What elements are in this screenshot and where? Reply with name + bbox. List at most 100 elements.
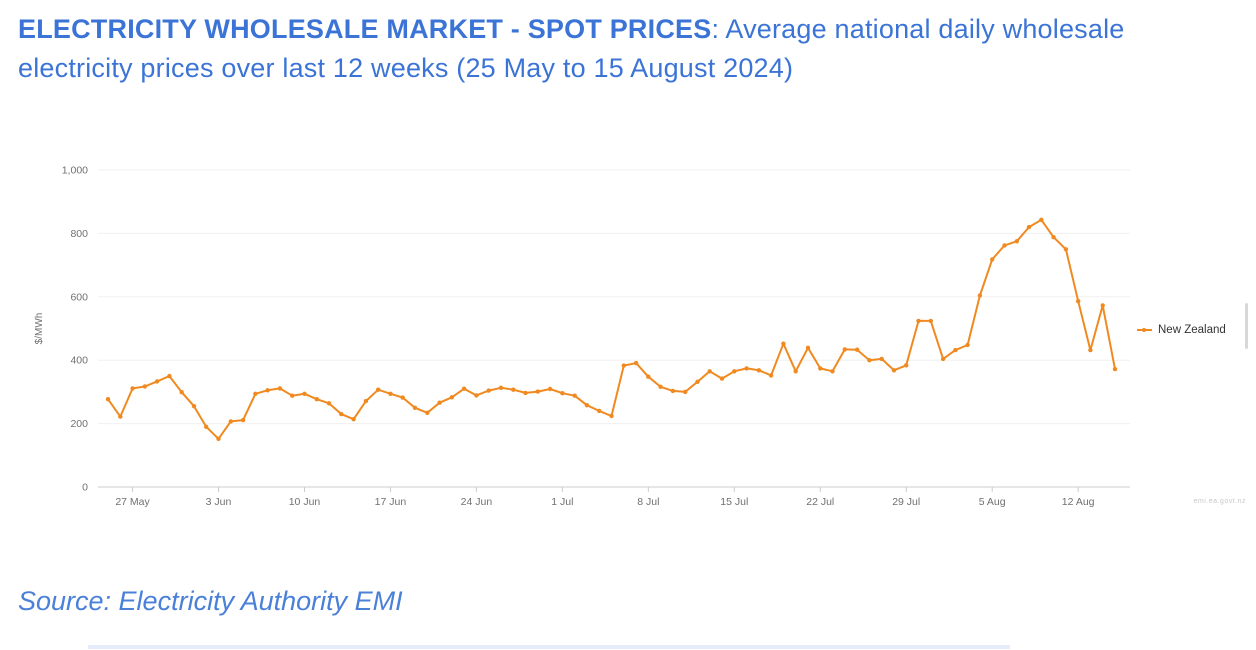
series-line-icon [1137, 328, 1152, 332]
data-point-marker[interactable] [388, 391, 393, 396]
data-point-marker[interactable] [658, 384, 663, 389]
y-tick-label: 600 [70, 291, 88, 303]
data-point-marker[interactable] [916, 318, 921, 324]
data-point-marker[interactable] [486, 388, 491, 393]
data-point-marker[interactable] [105, 397, 111, 402]
data-point-marker[interactable] [719, 376, 725, 381]
x-tick-label: 12 Aug [1062, 496, 1095, 508]
data-point-marker[interactable] [339, 411, 344, 417]
data-point-marker[interactable] [240, 417, 246, 423]
data-point-marker[interactable] [449, 395, 455, 400]
data-point-marker[interactable] [351, 417, 356, 422]
x-tick-label: 8 Jul [637, 496, 659, 508]
data-point-marker[interactable] [412, 405, 418, 410]
legend-item-new-zealand[interactable]: New Zealand [1137, 324, 1226, 336]
data-point-marker[interactable] [1076, 299, 1081, 304]
data-point-marker[interactable] [1100, 303, 1105, 308]
data-point-marker[interactable] [265, 388, 270, 393]
data-point-marker[interactable] [326, 401, 332, 406]
data-point-marker[interactable] [1039, 217, 1044, 222]
data-point-marker[interactable] [302, 391, 307, 396]
data-point-marker[interactable] [990, 257, 995, 262]
data-point-marker[interactable] [376, 387, 381, 392]
data-point-marker[interactable] [781, 341, 786, 346]
data-point-marker[interactable] [228, 419, 233, 424]
x-tick-label: 27 May [115, 496, 150, 508]
data-point-marker[interactable] [646, 374, 651, 379]
data-point-marker[interactable] [253, 391, 258, 396]
data-point-marker[interactable] [425, 410, 430, 415]
data-point-marker[interactable] [290, 393, 295, 398]
data-point-marker[interactable] [683, 389, 688, 395]
data-point-marker[interactable] [1014, 239, 1019, 244]
data-point-marker[interactable] [793, 369, 798, 374]
data-point-marker[interactable] [867, 358, 872, 363]
data-point-marker[interactable] [633, 360, 639, 366]
data-point-marker[interactable] [597, 408, 602, 414]
data-point-marker[interactable] [498, 385, 504, 390]
data-point-marker[interactable] [830, 369, 835, 374]
data-point-marker[interactable] [191, 404, 197, 409]
data-point-marker[interactable] [609, 413, 614, 419]
data-point-marker[interactable] [572, 393, 577, 398]
data-point-marker[interactable] [695, 379, 700, 384]
data-point-marker[interactable] [547, 386, 553, 392]
data-point-marker[interactable] [854, 347, 860, 352]
data-point-marker[interactable] [953, 347, 958, 353]
data-point-marker[interactable] [511, 387, 516, 392]
data-point-marker[interactable] [670, 388, 676, 394]
data-point-marker[interactable] [167, 373, 172, 379]
y-tick-label: 0 [82, 482, 88, 494]
data-point-marker[interactable] [756, 368, 762, 373]
data-point-marker[interactable] [363, 398, 369, 404]
bottom-accent-bar [88, 645, 1010, 649]
data-point-marker[interactable] [768, 373, 774, 378]
data-point-marker[interactable] [535, 389, 540, 394]
data-point-marker[interactable] [732, 369, 737, 374]
data-point-marker[interactable] [1026, 224, 1032, 230]
price-chart-svg: 1,000 800 600 400 200 0 $/MWh 27 May 3 Jun 10 Jun… [34, 165, 1130, 508]
data-point-marker[interactable] [928, 318, 933, 324]
data-point-marker[interactable] [437, 400, 442, 405]
data-point-marker[interactable] [118, 414, 123, 419]
data-point-marker[interactable] [179, 390, 184, 395]
scrollbar-thumb[interactable] [1245, 303, 1248, 349]
data-point-marker[interactable] [130, 386, 135, 391]
data-point-marker[interactable] [1088, 347, 1093, 353]
data-point-marker[interactable] [474, 393, 479, 398]
data-point-marker[interactable] [744, 366, 749, 371]
data-point-marker[interactable] [461, 386, 467, 391]
data-point-marker[interactable] [842, 347, 847, 352]
page-title-emphasis: ELECTRICITY WHOLESALE MARKET - SPOT PRIC… [18, 14, 712, 44]
data-point-marker[interactable] [904, 363, 909, 368]
data-point-marker[interactable] [977, 293, 983, 298]
data-point-marker[interactable] [314, 397, 319, 402]
data-point-marker[interactable] [818, 366, 823, 371]
y-tick-label: 400 [70, 355, 88, 367]
data-point-marker[interactable] [940, 356, 946, 362]
data-point-marker[interactable] [805, 345, 811, 350]
chart-watermark: emi.ea.govt.nz [1193, 498, 1246, 505]
data-point-marker[interactable] [891, 368, 897, 373]
data-point-marker[interactable] [1051, 235, 1056, 240]
data-point-marker[interactable] [216, 436, 221, 441]
data-point-marker[interactable] [277, 386, 283, 391]
data-point-marker[interactable] [560, 391, 565, 396]
data-point-marker[interactable] [154, 379, 160, 384]
data-point-marker[interactable] [1002, 243, 1007, 248]
data-point-marker[interactable] [707, 369, 712, 374]
data-point-marker[interactable] [584, 403, 590, 408]
data-point-marker[interactable] [1063, 247, 1069, 252]
data-point-marker[interactable] [204, 424, 209, 429]
data-point-marker[interactable] [621, 363, 626, 368]
data-point-marker[interactable] [400, 395, 405, 400]
data-point-marker[interactable] [142, 384, 147, 389]
y-tick-label: 1,000 [62, 165, 88, 177]
x-tick-label: 1 Jul [551, 496, 573, 508]
legend-label: New Zealand [1158, 324, 1226, 336]
data-point-marker[interactable] [1112, 366, 1118, 372]
data-point-marker[interactable] [965, 342, 970, 348]
data-point-marker[interactable] [523, 390, 528, 396]
data-point-marker[interactable] [879, 356, 884, 362]
